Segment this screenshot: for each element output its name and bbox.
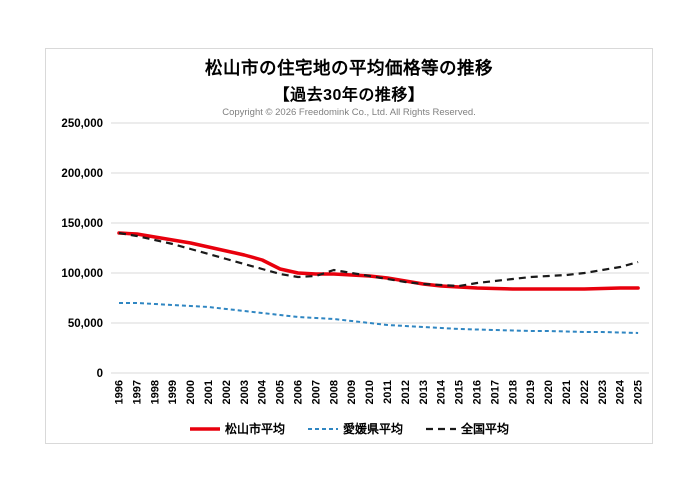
y-axis-tick-label: 100,000 <box>61 268 103 280</box>
y-axis-tick-label: 150,000 <box>61 218 103 230</box>
y-axis-tick-label: 50,000 <box>68 318 103 330</box>
series-line-愛媛県平均 <box>119 302 639 334</box>
x-axis-tick-label: 2010 <box>364 380 376 404</box>
chart-panel: 松山市の住宅地の平均価格等の推移 【過去30年の推移】 Copyright © … <box>45 48 653 444</box>
x-axis-tick-label: 2016 <box>472 380 484 404</box>
x-axis-tick-label: 1999 <box>167 380 179 404</box>
x-axis-tick-label: 2025 <box>633 380 645 404</box>
x-axis-tick-label: 2007 <box>310 380 322 404</box>
legend-item: 全国平均 <box>425 420 509 437</box>
chart-title: 松山市の住宅地の平均価格等の推移 <box>205 58 493 78</box>
x-axis-tick-label: 2015 <box>454 380 466 404</box>
series-line-全国平均 <box>118 231 639 288</box>
y-axis-tick-label: 250,000 <box>61 118 103 130</box>
legend-line-sample-icon <box>189 426 220 431</box>
x-axis-tick-label: 2014 <box>436 379 448 404</box>
x-axis-tick-label: 2002 <box>221 380 233 404</box>
x-axis-tick-label: 2013 <box>418 380 430 404</box>
x-axis-tick-label: 2006 <box>293 380 305 404</box>
series-line-松山市平均 <box>117 231 640 291</box>
legend-label: 松山市平均 <box>224 422 285 436</box>
x-axis-tick-label: 2009 <box>346 380 358 404</box>
legend-line-sample-icon <box>426 427 456 430</box>
x-axis-tick-label: 2017 <box>489 380 501 404</box>
x-axis-tick-label: 2000 <box>185 380 197 404</box>
legend-line-sample-icon <box>307 427 338 430</box>
x-axis-tick-label: 2004 <box>257 379 269 404</box>
legend-label: 愛媛県平均 <box>342 422 403 436</box>
x-axis-tick-label: 2024 <box>615 379 627 404</box>
x-axis-tick-label: 1996 <box>114 380 126 404</box>
x-axis-tick-label: 2021 <box>561 380 573 404</box>
x-axis-tick-label: 2003 <box>239 380 251 404</box>
x-axis-tick-label: 2005 <box>275 380 287 404</box>
y-axis-tick-label: 0 <box>97 368 103 380</box>
copyright-text: Copyright © 2026 Freedomink Co., Ltd. Al… <box>222 107 476 118</box>
legend-label: 全国平均 <box>461 422 510 436</box>
x-axis-tick-label: 2020 <box>543 380 555 404</box>
x-axis-tick-label: 2001 <box>203 380 215 404</box>
y-axis-tick-label: 200,000 <box>61 168 103 180</box>
x-axis-tick-label: 2019 <box>525 380 537 404</box>
x-axis-tick-label: 2022 <box>579 380 591 404</box>
x-axis-tick-label: 1998 <box>149 380 161 404</box>
x-axis-tick-label: 2018 <box>507 380 519 404</box>
legend-item: 愛媛県平均 <box>307 420 403 437</box>
x-axis-tick-label: 2011 <box>382 380 394 404</box>
legend-item: 松山市平均 <box>189 420 285 437</box>
x-axis-tick-label: 2023 <box>597 380 609 404</box>
chart-subtitle: 【過去30年の推移】 <box>273 87 425 104</box>
x-axis-tick-label: 1997 <box>131 380 143 404</box>
line-chart: 0 50,000 100,000 150,000 200,000 250,000 1996 1… <box>61 118 649 404</box>
x-axis-tick-label: 2008 <box>328 380 340 404</box>
x-axis-tick-label: 2012 <box>400 380 412 404</box>
chart-legend: 松山市平均 愛媛県平均 全国平均 <box>46 420 652 437</box>
